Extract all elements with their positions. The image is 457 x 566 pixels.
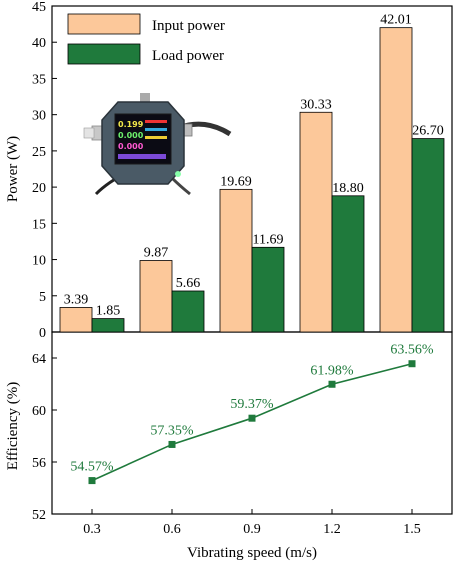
bar-label-input-4: 42.01 xyxy=(380,13,412,28)
xtick-label-1: 0.6 xyxy=(163,522,181,537)
efficiency-point-0 xyxy=(88,477,96,485)
efficiency-line xyxy=(91,362,413,482)
efficiency-label-4: 63.56% xyxy=(390,343,434,358)
legend-swatch-load-power xyxy=(67,43,141,65)
ytick-label-top-9: 45 xyxy=(32,0,46,15)
ytick-label-bottom-2: 60 xyxy=(32,404,46,419)
bar-label-load-3: 18.80 xyxy=(332,181,364,196)
bar-load-1 xyxy=(171,290,205,333)
ytick-label-top-4: 20 xyxy=(32,181,46,196)
bar-input-2 xyxy=(219,188,253,333)
ytick-label-bottom-3: 64 xyxy=(32,352,46,367)
bar-label-input-0: 3.39 xyxy=(64,292,89,307)
bar-load-2 xyxy=(251,246,285,333)
ytick-label-top-1: 5 xyxy=(39,290,46,305)
bar-label-input-2: 19.69 xyxy=(220,174,252,189)
bar-input-0 xyxy=(59,307,93,333)
ytick-label-bottom-1: 56 xyxy=(32,456,46,471)
efficiency-label-3: 61.98% xyxy=(310,363,354,378)
efficiency-label-1: 57.35% xyxy=(150,423,194,438)
bar-input-4 xyxy=(379,27,413,333)
bar-load-0 xyxy=(91,318,125,333)
bar-label-input-3: 30.33 xyxy=(300,97,332,112)
ytick-label-top-6: 30 xyxy=(32,109,46,124)
device-readout-1: 0.199 xyxy=(118,120,144,129)
xtick-label-0: 0.3 xyxy=(83,522,101,537)
ytick-label-top-5: 25 xyxy=(32,145,46,160)
legend-label-load-power: Load power xyxy=(152,48,224,64)
device-readout-2: 0.000 xyxy=(118,131,144,140)
efficiency-plot-frame xyxy=(51,331,453,515)
ytick-label-top-8: 40 xyxy=(32,36,46,51)
legend-swatch-input-power xyxy=(67,13,141,35)
xtick-label-2: 0.9 xyxy=(243,522,261,537)
bar-label-load-2: 11.69 xyxy=(253,232,284,247)
efficiency-point-4 xyxy=(408,360,416,368)
usb-meter-photo: 0.199 0.000 0.000 xyxy=(83,93,232,196)
bar-label-load-0: 1.85 xyxy=(96,304,121,319)
bar-load-3 xyxy=(331,195,365,333)
efficiency-label-0: 54.57% xyxy=(70,460,114,475)
efficiency-label-2: 59.37% xyxy=(230,397,274,412)
speed-axis-title: Vibrating speed (m/s) xyxy=(187,545,317,561)
bar-label-load-4: 26.70 xyxy=(412,124,444,139)
xtick-label-3: 1.2 xyxy=(323,522,341,537)
xtick-label-4: 1.5 xyxy=(403,522,421,537)
bar-load-4 xyxy=(411,138,445,333)
bar-label-input-1: 9.87 xyxy=(144,245,169,260)
legend-label-input-power: Input power xyxy=(152,18,225,34)
efficiency-axis-title: Efficiency (%) xyxy=(5,382,21,470)
efficiency-point-1 xyxy=(168,440,176,448)
power-axis-title: Power (W) xyxy=(5,136,21,202)
ytick-label-bottom-0: 52 xyxy=(32,508,46,523)
legend: Input power Load power xyxy=(67,13,225,65)
ytick-label-top-7: 35 xyxy=(32,72,46,87)
bar-label-load-1: 5.66 xyxy=(176,276,201,291)
device-readout-3: 0.000 xyxy=(118,142,144,151)
ytick-label-top-0: 0 xyxy=(39,326,46,341)
ytick-label-top-3: 15 xyxy=(32,217,46,232)
bar-input-3 xyxy=(299,111,333,333)
bar-input-1 xyxy=(139,260,173,333)
efficiency-point-3 xyxy=(328,380,336,388)
ytick-label-top-2: 10 xyxy=(32,254,46,269)
efficiency-point-2 xyxy=(248,414,256,422)
